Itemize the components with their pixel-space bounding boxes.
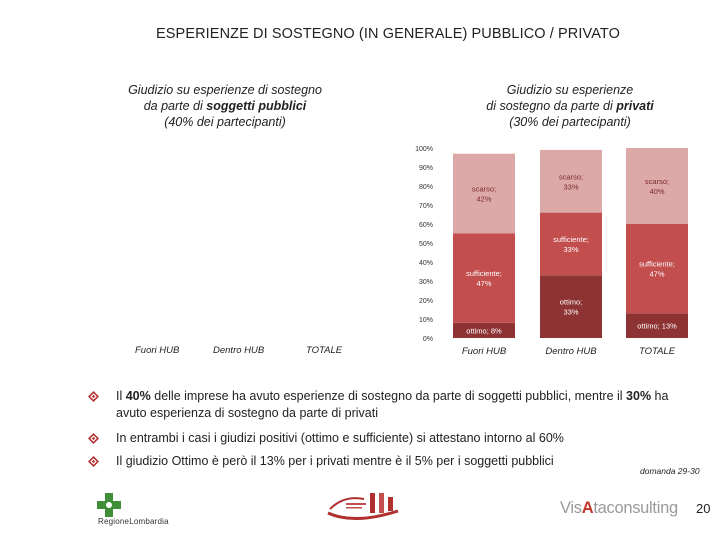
data-label: ottimo; 13% bbox=[637, 322, 677, 331]
bar-segment-scarso bbox=[626, 148, 688, 224]
bar-segment-ottimo bbox=[453, 322, 515, 338]
regione-lombardia-logo-text: RegioneLombardia bbox=[98, 517, 169, 526]
x-category-label: TOTALE bbox=[639, 346, 676, 357]
y-tick-label: 90% bbox=[419, 165, 433, 172]
x-category-label: Fuori HUB bbox=[462, 346, 507, 357]
right-title-line2: di sostegno da parte di privati bbox=[486, 99, 654, 113]
bullet-text: Il 40% delle imprese ha avuto esperienze… bbox=[116, 389, 669, 420]
page-title: ESPERIENZE DI SOSTEGNO (IN GENERALE) PUB… bbox=[156, 26, 620, 42]
y-tick-label: 80% bbox=[419, 184, 433, 191]
data-label: ottimo; 33% bbox=[560, 298, 583, 317]
left-category-label: Fuori HUB bbox=[135, 345, 180, 356]
bullet-text: Il giudizio Ottimo è però il 13% per i p… bbox=[116, 454, 554, 468]
bar-segment-scarso bbox=[453, 153, 515, 234]
y-tick-label: 40% bbox=[419, 260, 433, 267]
diamond-bullet-icon bbox=[88, 456, 99, 467]
bar-segment-sufficiente bbox=[626, 224, 688, 314]
left-title-line2: da parte di soggetti pubblici bbox=[143, 99, 307, 113]
y-tick-label: 0% bbox=[423, 336, 433, 343]
partner-logo-icon bbox=[327, 493, 399, 521]
left-category-label: Dentro HUB bbox=[213, 345, 265, 356]
data-label: sufficiente; 47% bbox=[466, 269, 502, 288]
right-panel-title: Giudizio su esperienze di sostegno da pa… bbox=[440, 82, 700, 130]
regione-lombardia-logo-icon bbox=[97, 493, 121, 517]
data-label: ottimo; 8% bbox=[466, 326, 502, 335]
bar-segment-sufficiente bbox=[540, 212, 602, 276]
diamond-bullet-icon bbox=[88, 433, 99, 444]
right-title-line3: (30% dei partecipanti) bbox=[509, 115, 631, 129]
x-category-label: Dentro HUB bbox=[545, 346, 597, 357]
data-label: sufficiente; 47% bbox=[639, 260, 675, 279]
left-title-line3: (40% dei partecipanti) bbox=[164, 115, 286, 129]
right-title-line1: Giudizio su esperienze bbox=[506, 83, 634, 97]
y-tick-label: 10% bbox=[419, 317, 433, 324]
y-tick-label: 100% bbox=[415, 146, 433, 153]
data-label: sufficiente; 33% bbox=[553, 235, 589, 254]
data-label: scarso; 40% bbox=[645, 177, 669, 196]
left-panel-title: Giudizio su esperienze di sostegno da pa… bbox=[90, 82, 360, 130]
bar-segment-ottimo bbox=[626, 313, 688, 338]
y-tick-label: 70% bbox=[419, 203, 433, 210]
y-tick-label: 50% bbox=[419, 241, 433, 248]
y-tick-label: 20% bbox=[419, 298, 433, 305]
bar-segment-sufficiente bbox=[453, 233, 515, 323]
bar-segment-ottimo bbox=[540, 275, 602, 338]
bar-segment-scarso bbox=[540, 149, 602, 213]
y-tick-label: 60% bbox=[419, 222, 433, 229]
page-number: 20 bbox=[696, 501, 711, 516]
data-label: scarso; 42% bbox=[472, 185, 496, 204]
visnova-consulting-logo: VisAtaconsulting bbox=[560, 499, 678, 517]
stacked-bar-chart: 0% 10% 20% 30% 40% 50% 60% 70% 80% 90% 100% ottimo;… bbox=[415, 146, 688, 357]
diamond-bullet-icon bbox=[88, 391, 99, 402]
footnote: domanda 29-30 bbox=[640, 466, 700, 476]
left-title-line1: Giudizio su esperienze di sostegno bbox=[128, 83, 322, 97]
data-label: scarso; 33% bbox=[559, 172, 583, 191]
left-category-label: TOTALE bbox=[306, 345, 343, 356]
y-tick-label: 30% bbox=[419, 279, 433, 286]
bullet-text: In entrambi i casi i giudizi positivi (o… bbox=[116, 431, 564, 445]
